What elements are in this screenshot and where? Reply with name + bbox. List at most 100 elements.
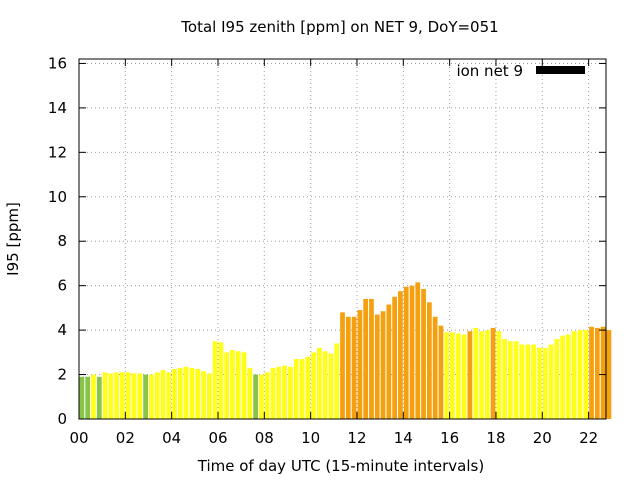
x-tick-label: 20 <box>533 429 552 447</box>
y-tick-labels: 0 2 4 6 8 10 12 14 16 <box>48 54 67 428</box>
bar <box>461 334 467 419</box>
bar <box>542 347 548 419</box>
bar <box>264 372 270 419</box>
bar <box>160 370 166 419</box>
bar <box>293 359 299 419</box>
bar <box>369 299 374 419</box>
bar <box>374 314 380 419</box>
x-tick-label: 12 <box>347 429 366 447</box>
x-axis-label: Time of day UTC (15-minute intervals) <box>197 457 484 475</box>
legend-label: ion net 9 <box>456 62 523 80</box>
bar <box>270 367 276 419</box>
y-tick-label: 10 <box>48 188 67 206</box>
bar <box>247 367 253 419</box>
x-tick-label: 04 <box>162 429 181 447</box>
bar <box>259 374 264 419</box>
x-tick-label: 00 <box>69 429 88 447</box>
bar <box>357 310 363 419</box>
bar <box>345 316 351 419</box>
bar <box>218 342 224 419</box>
bar <box>340 312 345 419</box>
bar <box>606 330 612 419</box>
y-tick-label: 6 <box>57 277 67 295</box>
bar <box>108 373 114 419</box>
x-tick-label: 02 <box>116 429 135 447</box>
bar <box>79 376 85 419</box>
bar <box>473 327 479 419</box>
bar <box>594 327 600 419</box>
bar <box>589 326 594 419</box>
y-tick-label: 2 <box>57 366 67 384</box>
bar <box>334 343 340 419</box>
legend-swatch <box>536 66 585 74</box>
x-tick-label: 06 <box>208 429 227 447</box>
bar <box>230 350 235 419</box>
bar <box>426 302 432 419</box>
y-tick-label: 16 <box>48 54 67 72</box>
bar <box>316 347 322 419</box>
bar <box>560 335 565 419</box>
bar <box>91 374 96 419</box>
bar <box>195 369 201 419</box>
bar <box>183 366 189 419</box>
chart-title: Total I95 zenith [ppm] on NET 9, DoY=051 <box>180 18 498 36</box>
bar <box>554 339 560 419</box>
plot-frame <box>78 58 607 420</box>
x-tick-label: 22 <box>579 429 598 447</box>
bar <box>166 372 172 419</box>
bar <box>282 365 287 419</box>
bar <box>322 351 328 419</box>
bar <box>120 372 125 419</box>
y-tick-label: 14 <box>48 99 67 117</box>
bar <box>276 366 282 419</box>
bar <box>131 373 137 419</box>
bar <box>224 352 230 419</box>
bar <box>479 331 484 419</box>
bar <box>577 330 583 419</box>
bar <box>253 374 259 419</box>
bar <box>565 334 571 419</box>
bar <box>102 372 108 419</box>
bar <box>299 359 305 419</box>
bar <box>398 291 403 419</box>
bar <box>212 341 218 419</box>
x-tick-label: 08 <box>255 429 274 447</box>
bar <box>432 316 438 419</box>
bar <box>508 341 513 419</box>
x-tick-labels: 00 02 04 06 08 10 12 14 16 18 20 22 <box>69 429 598 447</box>
y-tick-label: 4 <box>57 321 67 339</box>
bar <box>351 316 357 419</box>
bar <box>421 289 426 419</box>
x-tick-label: 18 <box>486 429 505 447</box>
bar <box>154 372 160 419</box>
bar <box>305 356 311 419</box>
bar <box>455 333 461 419</box>
bar <box>513 341 519 419</box>
bar <box>409 285 415 419</box>
bar <box>137 373 143 419</box>
bar <box>525 344 531 419</box>
bar <box>537 347 542 419</box>
bar <box>85 376 91 419</box>
y-axis-label: I95 [ppm] <box>4 202 22 276</box>
bar <box>392 296 397 419</box>
x-tick-label: 14 <box>394 429 413 447</box>
grid-lines <box>79 59 606 419</box>
bar <box>519 344 525 419</box>
bar <box>177 367 183 419</box>
bar <box>531 344 536 419</box>
bar <box>311 352 316 419</box>
bar <box>467 331 473 419</box>
bar <box>114 372 120 419</box>
bar <box>496 331 502 419</box>
y-tick-label: 8 <box>57 232 67 250</box>
bar <box>490 327 496 419</box>
bar <box>241 352 247 419</box>
bar <box>201 371 206 419</box>
bar <box>571 331 577 419</box>
bar <box>450 332 455 419</box>
bar <box>583 330 589 419</box>
bar <box>415 282 421 419</box>
bar <box>143 374 148 419</box>
